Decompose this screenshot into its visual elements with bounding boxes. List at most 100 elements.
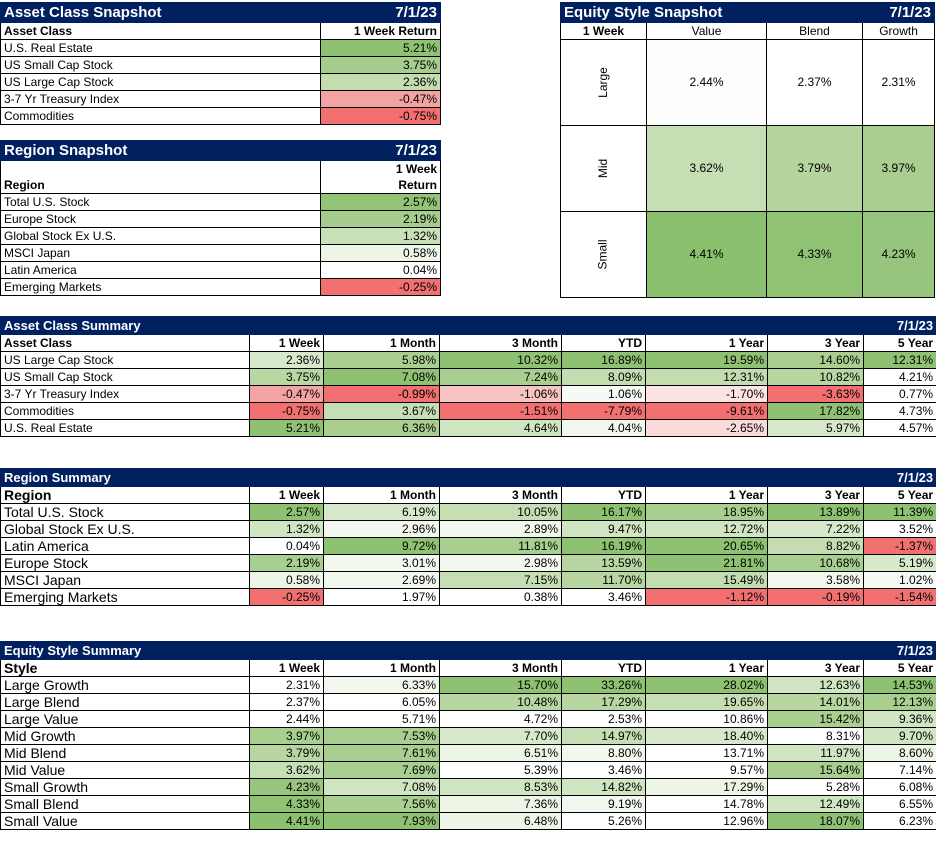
table-cell: 9.47% (561, 520, 646, 538)
table-cell: 13.59% (561, 554, 646, 572)
snapshot-row: US Small Cap Stock 3.75% (0, 56, 441, 74)
column-header: 3 Month (439, 659, 562, 677)
row-label: US Small Cap Stock (0, 56, 321, 74)
row-value: 3.75% (320, 56, 441, 74)
table-cell: 14.60% (766, 351, 865, 369)
table-row: Europe Stock 2.19% 3.01% 2.98% 13.59% 21.81% 1… (0, 554, 936, 572)
row-label: Global Stock Ex U.S. (0, 227, 321, 245)
table-cell: 4.23% (249, 778, 324, 796)
row-value: -0.47% (320, 90, 441, 108)
table-cell: 4.21% (863, 368, 936, 386)
table-cell: -0.25% (249, 588, 324, 606)
table-row: Mid Growth 3.97% 7.53% 7.70% 14.97% 18.40% 8.3… (0, 727, 936, 745)
table-row: Commodities -0.75% 3.67% -1.51% -7.79% -9.61%… (0, 402, 936, 420)
row-label: Emerging Markets (0, 278, 321, 296)
summary-date: 7/1/23 (863, 468, 936, 487)
table-cell: 12.31% (863, 351, 936, 369)
region-summary: Region Summary 7/1/23 Region 1 Week 1 Month 3… (0, 468, 936, 606)
table-cell: 14.01% (766, 693, 865, 711)
style-cell: 3.97% (862, 125, 936, 212)
table-cell: 14.78% (645, 795, 768, 813)
row-label: Small (560, 211, 647, 298)
table-cell: 11.70% (561, 571, 646, 589)
row-label: Mid (560, 125, 647, 212)
row-label: Europe Stock (0, 554, 250, 572)
table-cell: 7.56% (323, 795, 440, 813)
table-cell: 9.19% (561, 795, 646, 813)
table-cell: 2.57% (249, 503, 324, 521)
row-value: 0.58% (320, 244, 441, 262)
row-label: US Small Cap Stock (0, 368, 250, 386)
column-header: 3 Year (766, 659, 865, 677)
column-header-return: Return (320, 177, 441, 194)
table-cell: 1.32% (249, 520, 324, 538)
row-value: 2.57% (320, 193, 441, 211)
table-cell: 8.53% (439, 778, 562, 796)
table-cell: 11.81% (439, 537, 562, 555)
table-cell: 0.77% (863, 385, 936, 403)
row-label: US Large Cap Stock (0, 351, 250, 369)
table-row: Small Blend 4.33% 7.56% 7.36% 9.19% 14.78% 12.… (0, 795, 936, 813)
table-cell: 7.53% (323, 727, 440, 745)
table-cell: -1.51% (439, 402, 562, 420)
table-cell: 8.82% (766, 537, 865, 555)
table-cell: 3.52% (863, 520, 936, 538)
table-cell: 1.02% (863, 571, 936, 589)
table-cell: 18.40% (645, 727, 768, 745)
column-header: YTD (561, 334, 646, 352)
table-cell: 12.13% (863, 693, 936, 711)
table-cell: 10.32% (439, 351, 562, 369)
column-header: 5 Year (863, 334, 936, 352)
row-label: U.S. Real Estate (0, 39, 321, 57)
table-cell: 2.98% (439, 554, 562, 572)
row-label: Small Blend (0, 795, 250, 813)
table-cell: 2.31% (249, 676, 324, 694)
table-cell: 0.38% (439, 588, 562, 606)
table-cell: 20.65% (645, 537, 768, 555)
table-cell: -0.47% (249, 385, 324, 403)
snapshot-row: MSCI Japan 0.58% (0, 244, 441, 262)
table-cell: 2.89% (439, 520, 562, 538)
table-cell: 8.31% (766, 727, 865, 745)
table-cell: 12.31% (645, 368, 768, 386)
table-row: Global Stock Ex U.S. 1.32% 2.96% 2.89% 9.47%… (0, 520, 936, 538)
column-header: 1 Week (249, 334, 324, 352)
table-cell: 16.19% (561, 537, 646, 555)
column-header: 1 Month (323, 486, 440, 504)
table-cell: 7.36% (439, 795, 562, 813)
table-cell: 15.49% (645, 571, 768, 589)
column-header-blend: Blend (765, 22, 864, 40)
style-cell: 2.37% (765, 39, 864, 126)
table-cell: 2.37% (249, 693, 324, 711)
snapshot-row: Total U.S. Stock 2.57% (0, 193, 441, 211)
row-value: 2.36% (320, 73, 441, 91)
table-cell: 6.19% (323, 503, 440, 521)
row-label: Mid Blend (0, 744, 250, 762)
column-header: 3 Year (766, 486, 865, 504)
column-header: 3 Year (766, 334, 865, 352)
column-header: 5 Year (863, 659, 936, 677)
table-cell: 10.48% (439, 693, 562, 711)
table-cell: 4.57% (863, 419, 936, 437)
table-cell: 19.59% (645, 351, 768, 369)
column-header: YTD (561, 486, 646, 504)
table-cell: 4.73% (863, 402, 936, 420)
column-header-asset-class: Asset Class (0, 22, 321, 40)
table-cell: 3.75% (249, 368, 324, 386)
row-label: Mid Value (0, 761, 250, 779)
table-cell: 9.72% (323, 537, 440, 555)
table-cell: -9.61% (645, 402, 768, 420)
table-cell: 18.07% (766, 812, 865, 830)
table-row: US Small Cap Stock 3.75% 7.08% 7.24% 8.09% 12… (0, 368, 936, 386)
table-cell: 4.04% (561, 419, 646, 437)
table-cell: 5.21% (249, 419, 324, 437)
table-cell: 3.01% (323, 554, 440, 572)
table-cell: 7.70% (439, 727, 562, 745)
table-row: U.S. Real Estate 5.21% 6.36% 4.64% 4.04% -2.6… (0, 419, 936, 437)
snapshot-row: Europe Stock 2.19% (0, 210, 441, 228)
table-row: US Large Cap Stock 2.36% 5.98% 10.32% 16.89%… (0, 351, 936, 369)
table-cell: -1.54% (863, 588, 936, 606)
table-cell: -1.06% (439, 385, 562, 403)
table-cell: 7.08% (323, 778, 440, 796)
snapshot-row: US Large Cap Stock 2.36% (0, 73, 441, 91)
